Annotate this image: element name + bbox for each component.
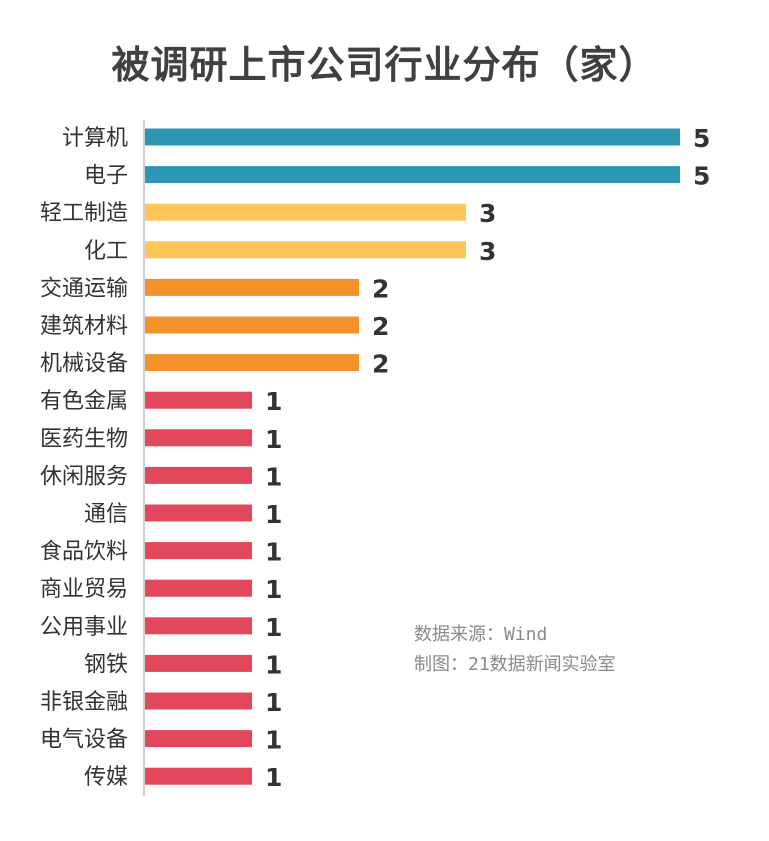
bar [145,128,680,146]
value-label: 3 [479,199,496,228]
value-label: 3 [479,237,496,266]
category-label: 有色金属 [40,389,128,414]
category-label: 钢铁 [84,652,128,677]
category-label: 交通运输 [40,276,128,301]
bar [145,617,252,635]
category-label: 休闲服务 [40,464,128,489]
value-label: 1 [265,387,282,416]
bar [145,579,252,597]
category-label: 计算机 [62,126,128,151]
bar [145,542,252,560]
bar [145,166,680,184]
bars-group: 计算机 5 电子 5 轻工制造 3 化工 3 交通运输 2 建筑材料 2 机械设备 2 有色金属 1 医药生物 1… [40,124,710,792]
bar [145,316,359,334]
value-label: 2 [372,312,389,341]
value-label: 5 [693,162,710,191]
category-label: 化工 [84,239,128,264]
category-label: 电子 [84,164,128,189]
value-label: 2 [372,274,389,303]
value-label: 1 [265,726,282,755]
bar [145,504,252,522]
maker-line: 制图：21数据新闻实验室 [414,654,616,675]
bar [145,767,252,785]
bar [145,278,359,296]
category-label: 建筑材料 [40,314,128,339]
bar [145,654,252,672]
value-label: 1 [265,575,282,604]
category-label: 机械设备 [40,352,128,377]
category-label: 传媒 [84,765,128,790]
bar [145,391,252,409]
source-line: 数据来源：Wind [414,624,548,645]
category-label: 医药生物 [40,427,128,452]
category-label: 轻工制造 [40,201,128,226]
bar [145,466,252,484]
bar [145,730,252,748]
value-label: 1 [265,613,282,642]
value-label: 1 [265,462,282,491]
source-note: 数据来源：Wind 制图：21数据新闻实验室 [414,620,616,680]
value-label: 1 [265,500,282,529]
category-label: 电气设备 [40,728,128,753]
bar [145,429,252,447]
value-label: 1 [265,425,282,454]
category-label: 商业贸易 [40,577,128,602]
category-label: 通信 [84,502,128,527]
bar [145,354,359,372]
category-label: 公用事业 [40,615,128,640]
bar [145,203,466,221]
chart-title: 被调研上市公司行业分布（家） [111,43,658,87]
value-label: 2 [372,350,389,379]
value-label: 1 [265,650,282,679]
value-label: 1 [265,763,282,792]
value-label: 1 [265,688,282,717]
category-label: 食品饮料 [40,540,128,565]
bar [145,692,252,710]
category-label: 非银金融 [40,690,128,715]
value-label: 5 [693,124,710,153]
value-label: 1 [265,538,282,567]
bar [145,241,466,259]
